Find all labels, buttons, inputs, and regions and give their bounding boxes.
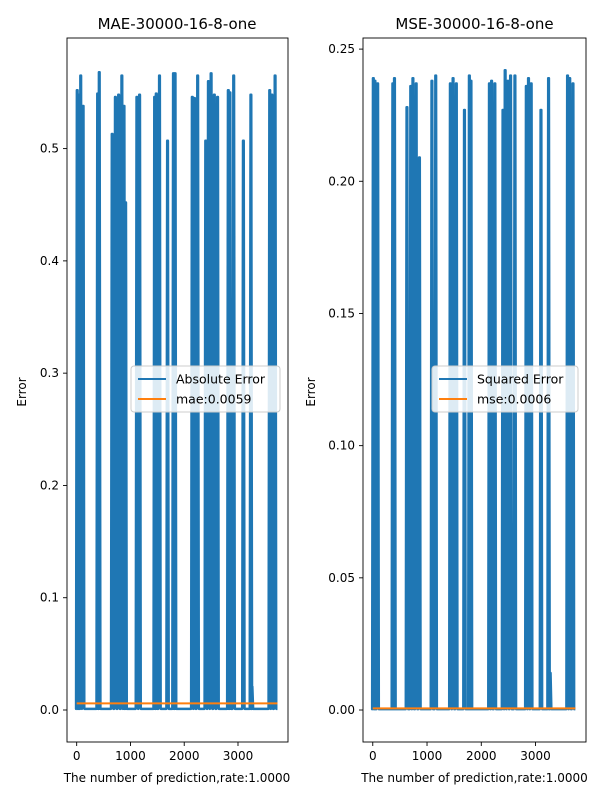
mse-x-axis-label: The number of prediction,rate:1.0000 bbox=[360, 771, 588, 785]
mse-x-tick-label: 1000 bbox=[412, 749, 443, 763]
mse-y-tick-label: 0.25 bbox=[328, 42, 355, 56]
mse-axes-frame bbox=[362, 37, 587, 743]
mse-y-axis-label: Error bbox=[304, 377, 318, 406]
mae-y-tick-label: 0.0 bbox=[40, 703, 59, 717]
mse-x-tick-label: 0 bbox=[369, 749, 377, 763]
mae-x-tick-label: 3000 bbox=[223, 749, 254, 763]
mse-x-tick-label: 2000 bbox=[466, 749, 497, 763]
mae-y-tick-label: 0.2 bbox=[40, 478, 59, 492]
mse-chart-title: MSE-30000-16-8-one bbox=[395, 15, 553, 33]
mae-x-tick-label: 2000 bbox=[169, 749, 200, 763]
mae-y-tick-label: 0.3 bbox=[40, 366, 59, 380]
mae-y-axis-label: Error bbox=[15, 377, 29, 406]
mae-x-axis-label: The number of prediction,rate:1.0000 bbox=[63, 771, 291, 785]
mae-x-tick-label: 1000 bbox=[115, 749, 146, 763]
mae-axes-frame bbox=[66, 37, 289, 743]
mse-y-tick-label: 0.20 bbox=[328, 174, 355, 188]
mse-y-tick-label: 0.05 bbox=[328, 571, 355, 585]
mse-x-tick-label: 3000 bbox=[520, 749, 551, 763]
mae-x-tick-label: 0 bbox=[73, 749, 81, 763]
mse-y-tick-label: 0.10 bbox=[328, 439, 355, 453]
mse-legend-box bbox=[431, 365, 579, 413]
mae-y-tick-label: 0.5 bbox=[40, 142, 59, 156]
mae-error-series-line bbox=[74, 71, 278, 711]
mae-chart-title: MAE-30000-16-8-one bbox=[98, 15, 257, 33]
mse-legend: Squared Error mse:0.0006 bbox=[431, 365, 579, 413]
mse-legend-mean-label: mse:0.0006 bbox=[477, 392, 551, 407]
mse-subplot: MSE-30000-16-8-one Error The number of p… bbox=[304, 15, 588, 785]
mae-legend: Absolute Error mae:0.0059 bbox=[130, 365, 281, 413]
mse-legend-error-label: Squared Error bbox=[477, 372, 564, 387]
mae-legend-mean-label: mae:0.0059 bbox=[176, 392, 252, 407]
mae-legend-error-label: Absolute Error bbox=[176, 372, 266, 387]
mae-y-tick-label: 0.1 bbox=[40, 591, 59, 605]
mae-legend-box bbox=[130, 365, 281, 413]
mae-y-tick-label: 0.4 bbox=[40, 254, 59, 268]
mae-subplot: MAE-30000-16-8-one Error The number of p… bbox=[15, 15, 290, 785]
mse-y-tick-label: 0.00 bbox=[328, 703, 355, 717]
mse-y-tick-label: 0.15 bbox=[328, 306, 355, 320]
